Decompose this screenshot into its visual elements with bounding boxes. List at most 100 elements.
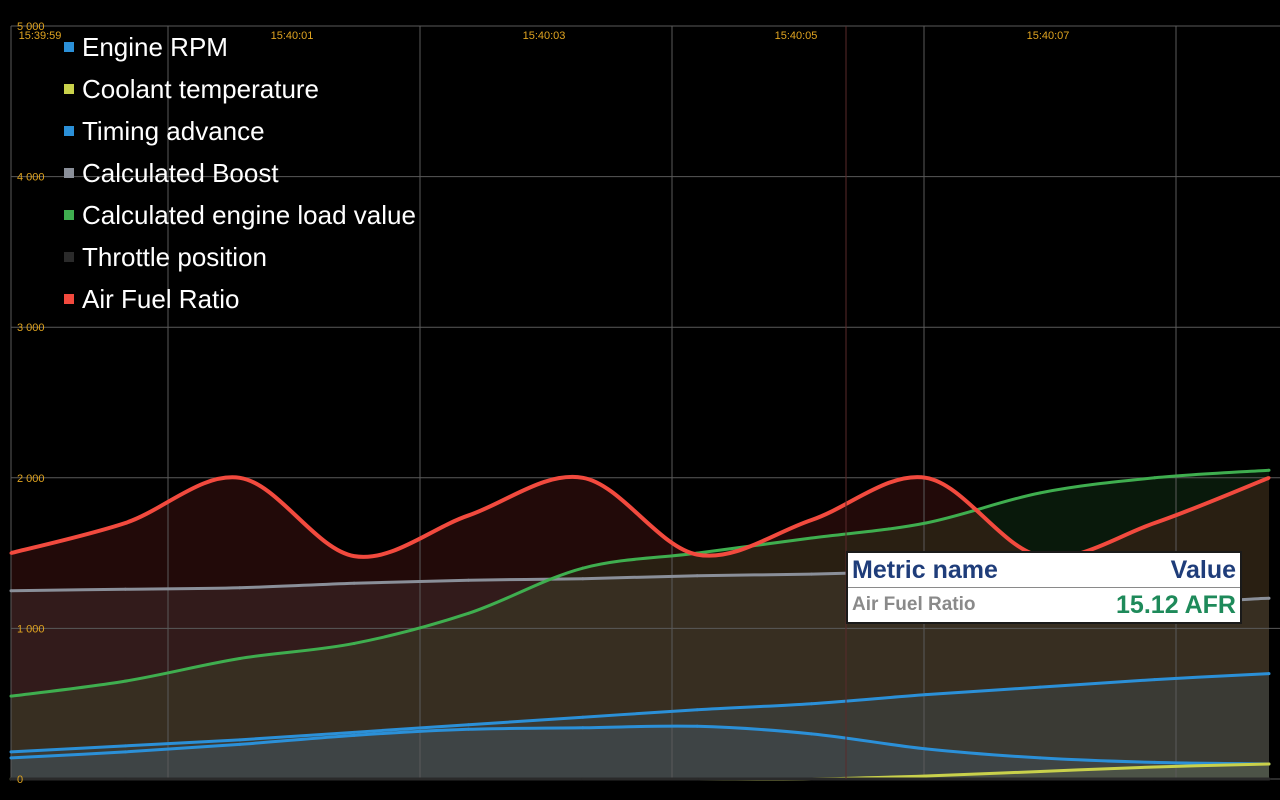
- data-point: [1267, 762, 1271, 766]
- data-point: [581, 476, 585, 480]
- data-point: [123, 744, 127, 748]
- data-point: [9, 777, 13, 781]
- data-point: [1267, 476, 1271, 480]
- data-point: [810, 777, 814, 781]
- y-tick-label: 2 000: [17, 473, 45, 485]
- legend-label: Calculated Boost: [82, 158, 279, 188]
- legend-swatch: [64, 252, 74, 262]
- x-tick-label: 15:40:03: [523, 30, 566, 42]
- data-point: [1038, 685, 1042, 689]
- tooltip-value-header: Value: [1170, 555, 1236, 584]
- data-point: [1153, 476, 1157, 480]
- data-point: [924, 747, 928, 751]
- legend-swatch: [64, 42, 74, 52]
- data-point: [1038, 769, 1042, 773]
- data-point: [695, 777, 699, 781]
- data-point: [466, 723, 470, 727]
- series-area-4: [11, 470, 1269, 779]
- value-tooltip: Metric name Value Air Fuel Ratio 15.12 A…: [846, 551, 1242, 624]
- data-point: [695, 574, 699, 578]
- data-point: [1153, 765, 1157, 769]
- data-point: [1267, 672, 1271, 676]
- y-tick-label: 3 000: [17, 322, 45, 334]
- legend-swatch: [64, 84, 74, 94]
- data-point: [123, 587, 127, 591]
- data-point: [924, 521, 928, 525]
- data-point: [238, 657, 242, 661]
- data-point: [1038, 777, 1042, 781]
- tooltip-metric-name: Air Fuel Ratio: [852, 594, 976, 615]
- series-area-0: [11, 726, 1269, 779]
- legend-swatch: [64, 210, 74, 220]
- legend-item[interactable]: Timing advance: [64, 110, 416, 152]
- legend-item[interactable]: Calculated engine load value: [64, 194, 416, 236]
- legend-swatch: [64, 126, 74, 136]
- data-point: [466, 777, 470, 781]
- legend-label: Timing advance: [82, 116, 265, 146]
- legend-item[interactable]: Engine RPM: [64, 26, 416, 68]
- legend-label: Air Fuel Ratio: [82, 284, 240, 314]
- data-point: [1267, 596, 1271, 600]
- data-point: [581, 777, 585, 781]
- data-point: [352, 581, 356, 585]
- data-point: [123, 777, 127, 781]
- data-point: [1153, 777, 1157, 781]
- x-tick-label: 15:40:01: [271, 30, 314, 42]
- data-point: [9, 694, 13, 698]
- data-point: [123, 521, 127, 525]
- legend-item[interactable]: Air Fuel Ratio: [64, 278, 416, 320]
- legend-label: Calculated engine load value: [82, 200, 416, 230]
- series-line-0: [10, 724, 1270, 766]
- data-point: [352, 733, 356, 737]
- data-point: [810, 732, 814, 736]
- tooltip-row: Air Fuel Ratio 15.12 AFR: [848, 588, 1240, 622]
- data-point: [1038, 756, 1042, 760]
- tooltip-metric-header: Metric name: [852, 555, 998, 584]
- legend-swatch: [64, 168, 74, 178]
- data-point: [352, 730, 356, 734]
- chart-legend: Engine RPM Coolant temperature Timing adva…: [64, 26, 416, 320]
- data-point: [581, 577, 585, 581]
- data-point: [924, 693, 928, 697]
- data-point: [238, 476, 242, 480]
- data-point: [695, 724, 699, 728]
- data-point: [810, 572, 814, 576]
- data-point: [1153, 678, 1157, 682]
- x-tick-label: 15:40:05: [775, 30, 818, 42]
- data-point: [1267, 777, 1271, 781]
- series-line-4: [10, 468, 1270, 698]
- legend-swatch: [64, 294, 74, 304]
- data-point: [924, 774, 928, 778]
- data-point: [810, 518, 814, 522]
- data-point: [238, 738, 242, 742]
- data-point: [9, 551, 13, 555]
- data-point: [466, 513, 470, 517]
- data-point: [695, 708, 699, 712]
- data-point: [123, 679, 127, 683]
- data-point: [352, 641, 356, 645]
- legend-item[interactable]: Throttle position: [64, 236, 416, 278]
- data-point: [466, 611, 470, 615]
- data-point: [1267, 468, 1271, 472]
- tooltip-header: Metric name Value: [848, 553, 1240, 588]
- series-line-2: [10, 672, 1270, 754]
- data-point: [238, 586, 242, 590]
- data-point: [9, 750, 13, 754]
- legend-label: Engine RPM: [82, 32, 228, 62]
- data-point: [466, 727, 470, 731]
- legend-label: Throttle position: [82, 242, 267, 272]
- data-point: [1038, 491, 1042, 495]
- legend-label: Coolant temperature: [82, 74, 320, 104]
- data-point: [1153, 521, 1157, 525]
- data-point: [581, 726, 585, 730]
- data-point: [581, 715, 585, 719]
- data-point: [352, 554, 356, 558]
- legend-item[interactable]: Coolant temperature: [64, 68, 416, 110]
- y-tick-label: 5 000: [17, 21, 45, 33]
- data-point: [695, 553, 699, 557]
- data-point: [9, 589, 13, 593]
- x-tick-label: 15:40:07: [1027, 30, 1070, 42]
- legend-item[interactable]: Calculated Boost: [64, 152, 416, 194]
